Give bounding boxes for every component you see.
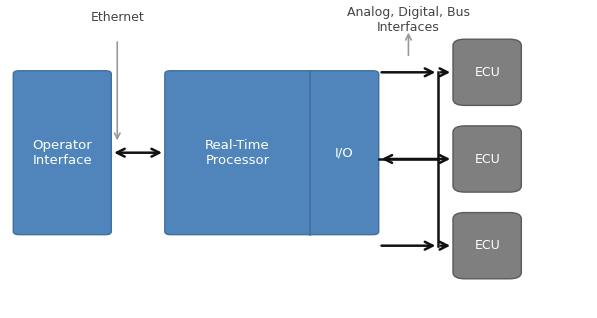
FancyBboxPatch shape bbox=[453, 126, 521, 192]
FancyBboxPatch shape bbox=[13, 71, 111, 235]
Text: Operator
Interface: Operator Interface bbox=[32, 139, 92, 167]
Text: ECU: ECU bbox=[474, 153, 500, 165]
FancyBboxPatch shape bbox=[453, 213, 521, 279]
Text: Real-Time
Processor: Real-Time Processor bbox=[205, 139, 270, 167]
Text: Ethernet: Ethernet bbox=[90, 10, 144, 24]
Text: I/O: I/O bbox=[335, 146, 354, 159]
Text: ECU: ECU bbox=[474, 239, 500, 252]
Text: Analog, Digital, Bus
Interfaces: Analog, Digital, Bus Interfaces bbox=[347, 6, 470, 34]
FancyBboxPatch shape bbox=[453, 39, 521, 105]
FancyBboxPatch shape bbox=[165, 71, 378, 235]
Text: ECU: ECU bbox=[474, 66, 500, 79]
